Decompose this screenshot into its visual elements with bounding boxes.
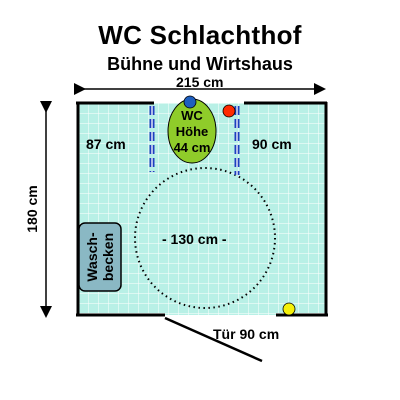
- sink-label: Wasch- becken: [84, 227, 116, 287]
- turning-circle-label: - 130 cm -: [162, 231, 227, 247]
- door-label: Tür 90 cm: [213, 326, 280, 342]
- turning-circle: [134, 167, 276, 309]
- toilet-label-line2: Höhe: [175, 124, 209, 139]
- sink-label-line1: Wasch-: [84, 232, 100, 282]
- left-space-label: 87 cm: [86, 136, 126, 152]
- plan-title: WC Schlachthof: [98, 20, 302, 50]
- width-label: 215 cm: [176, 74, 224, 90]
- alarm-button-red: [222, 104, 236, 118]
- sink-label-line2: becken: [100, 232, 116, 282]
- height-label: 180 cm: [24, 185, 40, 233]
- toilet-label-line3: 44 cm: [173, 140, 211, 155]
- door-leaf: [164, 316, 263, 363]
- toilet-label-line1: WC: [181, 108, 203, 123]
- flush-button-blue: [183, 95, 197, 109]
- toilet-label: WC Höhe 44 cm: [168, 108, 216, 156]
- sink: [78, 222, 122, 292]
- plan-subtitle: Bühne und Wirtshaus: [107, 54, 293, 74]
- right-space-label: 90 cm: [252, 136, 292, 152]
- light-switch-yellow: [282, 302, 296, 316]
